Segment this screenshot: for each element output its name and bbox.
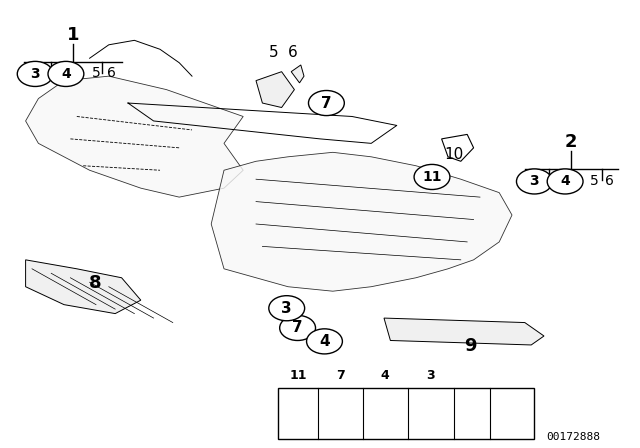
Text: 7: 7	[321, 95, 332, 111]
Circle shape	[17, 61, 53, 86]
Text: 4: 4	[61, 67, 71, 81]
Polygon shape	[26, 260, 141, 314]
Text: 3: 3	[426, 369, 435, 382]
Polygon shape	[211, 152, 512, 291]
Text: 8: 8	[88, 274, 101, 292]
Text: 3: 3	[282, 301, 292, 316]
Text: 4: 4	[560, 174, 570, 189]
Text: 2: 2	[565, 134, 577, 151]
Circle shape	[308, 90, 344, 116]
Text: 6: 6	[107, 66, 116, 80]
Text: 3: 3	[30, 67, 40, 81]
Bar	[278, 388, 534, 439]
Circle shape	[48, 61, 84, 86]
Text: 5: 5	[92, 66, 100, 80]
Text: 1: 1	[67, 26, 79, 44]
Circle shape	[516, 169, 552, 194]
Polygon shape	[26, 76, 243, 197]
Polygon shape	[256, 72, 294, 108]
Text: 9: 9	[464, 337, 477, 355]
Circle shape	[280, 315, 316, 340]
Text: 4: 4	[380, 369, 389, 382]
Polygon shape	[291, 65, 304, 83]
Text: 11: 11	[422, 170, 442, 184]
Polygon shape	[384, 318, 544, 345]
Text: 7: 7	[336, 369, 345, 382]
Circle shape	[547, 169, 583, 194]
Text: 00172888: 00172888	[546, 432, 600, 442]
Text: 5: 5	[589, 173, 598, 188]
Text: 11: 11	[289, 369, 307, 382]
Circle shape	[307, 329, 342, 354]
Text: 6: 6	[605, 173, 614, 188]
Text: 4: 4	[319, 334, 330, 349]
Text: 3: 3	[529, 174, 540, 189]
Circle shape	[414, 164, 450, 190]
Text: 10: 10	[445, 147, 464, 162]
Circle shape	[269, 296, 305, 321]
Text: 7: 7	[292, 320, 303, 336]
Text: 5: 5	[269, 45, 279, 60]
Text: 6: 6	[288, 45, 298, 60]
